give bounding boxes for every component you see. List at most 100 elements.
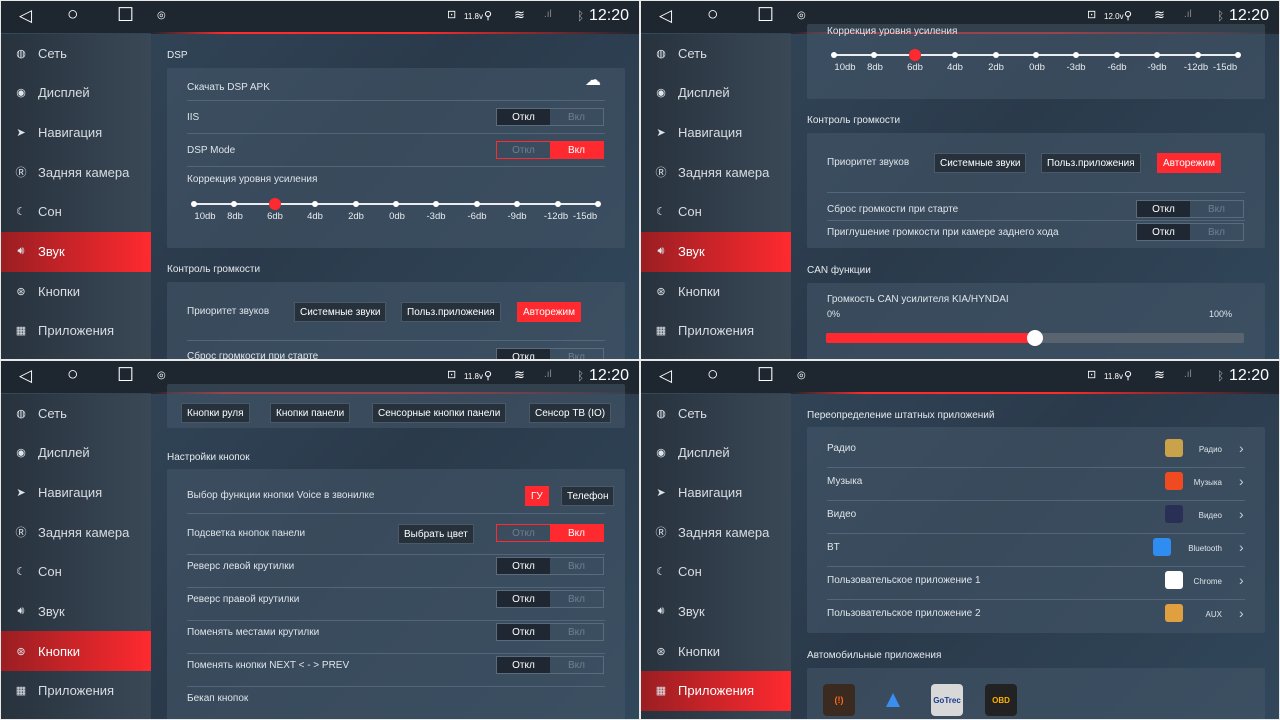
sidebar-item[interactable]: ◍ Сеть bbox=[641, 393, 791, 433]
sidebar-item[interactable]: 🔊︎ Звук bbox=[1, 592, 151, 632]
sidebar-item[interactable]: ▦ Приложения bbox=[641, 670, 791, 711]
toggle-on-option[interactable]: Вкл bbox=[1208, 203, 1225, 215]
toggle-off-option[interactable]: Откл bbox=[512, 144, 535, 156]
app-icon[interactable]: ◎ bbox=[797, 10, 806, 21]
toggle-on-option[interactable]: Вкл bbox=[1208, 226, 1225, 238]
sidebar-item[interactable]: ⊛ Кнопки bbox=[1, 631, 151, 672]
eq-point[interactable] bbox=[554, 201, 561, 207]
sidebar-item[interactable]: Ⓡ Задняя камера bbox=[641, 152, 791, 192]
android-auto-carplay-icon[interactable]: ▲ bbox=[881, 686, 905, 713]
sidebar-item[interactable]: ◍ Сеть bbox=[641, 33, 791, 73]
chevron-right-icon[interactable]: › bbox=[1239, 473, 1244, 489]
eq-point[interactable] bbox=[231, 201, 238, 207]
toggle-off-option[interactable]: Откл bbox=[497, 349, 550, 359]
back-icon[interactable]: ◁ bbox=[19, 366, 33, 385]
sidebar-item[interactable]: Ⓡ Задняя камера bbox=[641, 512, 791, 552]
app-icon[interactable]: ◎ bbox=[157, 370, 166, 381]
sidebar-item[interactable]: ➤ Навигация bbox=[1, 112, 151, 152]
toggle-off-option[interactable]: Откл bbox=[497, 558, 550, 574]
toggle-on-option[interactable]: Вкл bbox=[550, 525, 603, 541]
download-dsp-label[interactable]: Скачать DSP APK bbox=[187, 82, 270, 93]
eq-thumb[interactable] bbox=[908, 49, 921, 61]
on-off-toggle[interactable]: Откл Вкл bbox=[496, 656, 604, 674]
eq-point[interactable] bbox=[992, 52, 999, 58]
toggle-off-option[interactable]: Откл bbox=[497, 624, 550, 640]
sidebar-item[interactable]: ◉ Дисплей bbox=[641, 73, 791, 113]
priority-option[interactable]: Польз.приложения bbox=[1041, 153, 1141, 173]
back-icon[interactable]: ◁ bbox=[659, 366, 673, 385]
sidebar-item[interactable]: ◍ Сеть bbox=[1, 393, 151, 433]
eq-point[interactable] bbox=[393, 201, 399, 207]
eq-point[interactable] bbox=[1154, 52, 1161, 58]
sidebar-item[interactable]: ▦ Приложения bbox=[1, 671, 151, 711]
priority-option[interactable]: Польз.приложения bbox=[401, 302, 501, 322]
priority-option[interactable]: Авторежим bbox=[517, 302, 581, 322]
home-icon[interactable]: ○ bbox=[67, 4, 79, 25]
chevron-right-icon[interactable]: › bbox=[1239, 539, 1244, 555]
sidebar-item[interactable]: ➤ Навигация bbox=[1, 472, 151, 512]
voice-option-phone[interactable]: Телефон bbox=[561, 486, 615, 506]
eq-point[interactable] bbox=[595, 201, 601, 207]
cloud-download-icon[interactable]: ☁ bbox=[585, 72, 601, 89]
toggle-off-option[interactable]: Откл bbox=[1137, 201, 1190, 217]
toggle-off-option[interactable]: Откл bbox=[512, 527, 535, 539]
eq-point[interactable] bbox=[191, 201, 197, 207]
recents-icon[interactable]: ☐ bbox=[117, 5, 135, 26]
eq-point[interactable] bbox=[433, 201, 440, 207]
toggle-on-option[interactable]: Вкл bbox=[568, 659, 585, 671]
eq-point[interactable] bbox=[1033, 52, 1039, 58]
sidebar-item[interactable]: ➤ Навигация bbox=[641, 472, 791, 512]
eq-point[interactable] bbox=[871, 52, 878, 58]
home-icon[interactable]: ○ bbox=[707, 4, 719, 25]
recents-icon[interactable]: ☐ bbox=[757, 365, 775, 386]
sidebar-item[interactable]: ▦ Приложения bbox=[1, 311, 151, 351]
recents-icon[interactable]: ☐ bbox=[117, 365, 135, 386]
choose-color-button[interactable]: Выбрать цвет bbox=[398, 524, 474, 544]
backup-buttons-label[interactable]: Бекап кнопок bbox=[187, 693, 249, 704]
on-off-toggle[interactable]: Откл Вкл bbox=[496, 623, 604, 641]
toggle-off-option[interactable]: Откл bbox=[497, 591, 550, 607]
priority-option[interactable]: Авторежим bbox=[1157, 153, 1221, 173]
sidebar-item[interactable]: ⊛ Кнопки bbox=[641, 271, 791, 311]
app-row[interactable] bbox=[807, 434, 1265, 467]
sidebar-item[interactable]: ➤ Навигация bbox=[641, 112, 791, 152]
priority-option[interactable]: Системные звуки bbox=[294, 302, 387, 322]
toggle-on-option[interactable]: Вкл bbox=[568, 111, 585, 123]
chevron-right-icon[interactable]: › bbox=[1239, 605, 1244, 621]
on-off-toggle[interactable]: Откл Вкл bbox=[1136, 223, 1244, 241]
app-icon[interactable]: ◎ bbox=[157, 10, 166, 21]
sidebar-item[interactable]: ☾ Сон bbox=[641, 552, 791, 592]
eq-point[interactable] bbox=[831, 52, 837, 58]
button-category-tab[interactable]: Сенсорные кнопки панели bbox=[372, 403, 507, 423]
sidebar-item[interactable]: 🔊︎ Звук bbox=[641, 592, 791, 632]
sidebar-item[interactable]: ◉ Дисплей bbox=[1, 433, 151, 473]
voice-option-gu[interactable]: ГУ bbox=[525, 486, 549, 506]
app-row[interactable] bbox=[807, 500, 1265, 533]
eq-point[interactable] bbox=[952, 52, 959, 58]
home-icon[interactable]: ○ bbox=[67, 364, 79, 385]
sidebar-item[interactable]: 🔊︎ Звук bbox=[641, 231, 791, 272]
sidebar-item[interactable]: Ⓡ Задняя камера bbox=[1, 512, 151, 552]
eq-point[interactable] bbox=[473, 201, 480, 207]
toggle-on-option[interactable]: Вкл bbox=[568, 351, 585, 360]
eq-point[interactable] bbox=[1073, 52, 1080, 58]
sidebar-item[interactable]: 🔊︎ Звук bbox=[1, 231, 151, 272]
sidebar-item[interactable]: ◉ Дисплей bbox=[641, 433, 791, 473]
sidebar-item[interactable]: ☾ Сон bbox=[641, 192, 791, 232]
eq-point[interactable] bbox=[312, 201, 319, 207]
toggle-on-option[interactable]: Вкл bbox=[568, 593, 585, 605]
eq-point[interactable] bbox=[514, 201, 521, 207]
sidebar-item[interactable]: Ⓡ Задняя камера bbox=[1, 152, 151, 192]
can-volume-thumb[interactable] bbox=[1027, 330, 1043, 346]
chevron-right-icon[interactable]: › bbox=[1239, 440, 1244, 456]
on-off-toggle[interactable]: Откл Вкл bbox=[496, 590, 604, 608]
button-category-tab[interactable]: Кнопки руля bbox=[181, 403, 250, 423]
button-category-tab[interactable]: Кнопки панели bbox=[270, 403, 351, 423]
on-off-toggle[interactable]: Откл Вкл bbox=[1136, 200, 1244, 218]
sidebar-item[interactable]: ⊛ Кнопки bbox=[641, 631, 791, 671]
toggle-off-option[interactable]: Откл bbox=[497, 657, 550, 673]
button-category-tab[interactable]: Сенсор ТВ (IO) bbox=[529, 403, 612, 423]
sidebar-item[interactable]: ☾ Сон bbox=[1, 192, 151, 232]
app-icon[interactable]: ◎ bbox=[797, 370, 806, 381]
back-icon[interactable]: ◁ bbox=[19, 6, 33, 25]
